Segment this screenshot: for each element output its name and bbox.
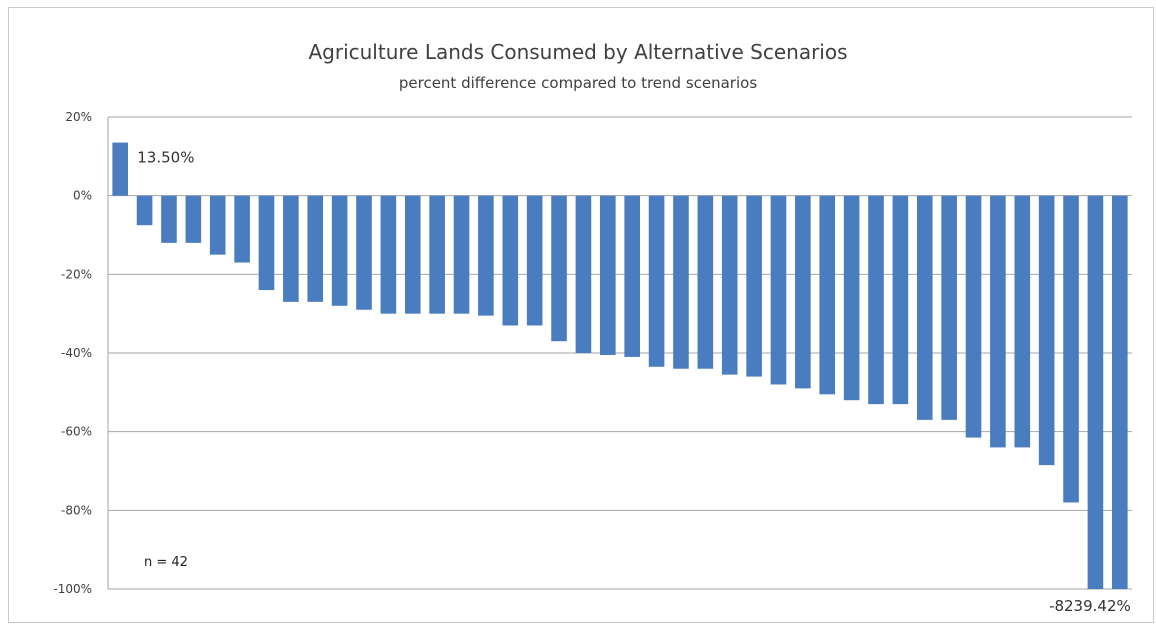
data-labels: 13.50% -8239.42% bbox=[137, 149, 1131, 615]
bar bbox=[892, 195, 909, 405]
bar bbox=[209, 195, 226, 255]
bar bbox=[770, 195, 787, 385]
sample-size-note: n = 42 bbox=[144, 555, 188, 570]
bar bbox=[283, 195, 299, 302]
bar bbox=[404, 195, 421, 314]
y-tick-label: 0% bbox=[73, 189, 92, 203]
bar bbox=[673, 195, 689, 369]
bar bbox=[648, 195, 665, 367]
bar bbox=[478, 195, 494, 316]
bar bbox=[575, 195, 592, 353]
bar bbox=[721, 195, 738, 375]
bar bbox=[1087, 195, 1104, 589]
bar bbox=[916, 195, 933, 420]
bar bbox=[356, 195, 372, 310]
bar bbox=[624, 195, 640, 357]
y-tick-label: -20% bbox=[61, 267, 92, 281]
chart-subtitle: percent difference compared to trend sce… bbox=[398, 74, 758, 92]
bar bbox=[453, 195, 470, 314]
bar bbox=[136, 195, 153, 226]
bar bbox=[234, 195, 250, 263]
annotations: n = 42 bbox=[144, 555, 188, 570]
y-tick-label: -100% bbox=[53, 582, 92, 596]
bar bbox=[965, 195, 982, 438]
bar bbox=[331, 195, 348, 306]
bar bbox=[795, 195, 811, 389]
y-axis-ticks: 20% 0% -20% -40% -60% -80% -100% bbox=[53, 110, 92, 596]
data-label: 13.50% bbox=[137, 149, 194, 167]
y-tick-label: -60% bbox=[61, 425, 92, 439]
bar bbox=[502, 195, 519, 326]
bar bbox=[819, 195, 836, 395]
bar bbox=[1038, 195, 1055, 466]
bar bbox=[429, 195, 445, 314]
bar bbox=[307, 195, 324, 302]
bar bbox=[1063, 195, 1079, 503]
bar bbox=[551, 195, 567, 342]
bar bbox=[868, 195, 884, 405]
bar bbox=[161, 195, 177, 243]
gridlines bbox=[107, 116, 1132, 590]
y-tick-label: -80% bbox=[61, 503, 92, 517]
bar bbox=[258, 195, 275, 291]
bar bbox=[1014, 195, 1031, 448]
bar bbox=[746, 195, 762, 377]
bar bbox=[112, 142, 128, 196]
bar bbox=[185, 195, 202, 243]
bar bbox=[697, 195, 714, 369]
bar bbox=[600, 195, 616, 355]
bar bbox=[526, 195, 543, 326]
bars bbox=[112, 142, 1128, 589]
y-tick-label: 20% bbox=[65, 110, 92, 124]
bar bbox=[843, 195, 860, 401]
bar bbox=[380, 195, 397, 314]
bar bbox=[990, 195, 1006, 448]
y-tick-label: -40% bbox=[61, 346, 92, 360]
bar bbox=[941, 195, 957, 420]
bar bbox=[1112, 195, 1128, 589]
data-label: -8239.42% bbox=[1049, 597, 1131, 615]
chart-title: Agriculture Lands Consumed by Alternativ… bbox=[308, 40, 848, 64]
